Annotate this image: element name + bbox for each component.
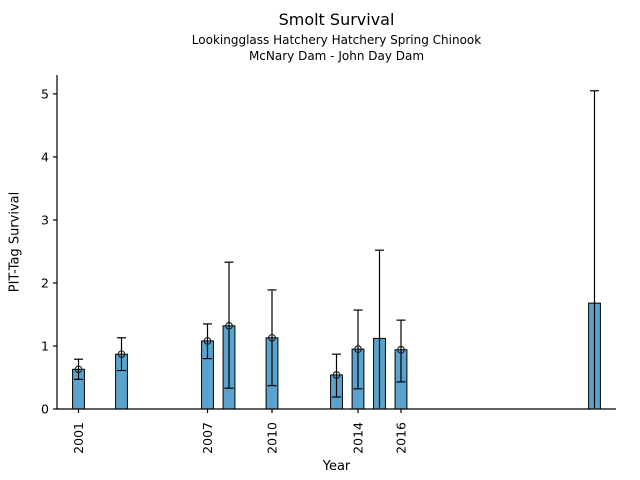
point-marker-2014 — [354, 345, 362, 353]
y-tick-label: 3 — [41, 212, 49, 227]
y-tick-label: 1 — [41, 338, 49, 353]
point-marker-2010 — [268, 333, 276, 342]
chart-subtitle-line1: Lookingglass Hatchery Hatchery Spring Ch… — [191, 33, 482, 47]
x-tick-label: 2016 — [394, 422, 409, 454]
chart-subtitle-line2: McNary Dam - John Day Dam — [248, 49, 425, 63]
point-marker-2007 — [203, 337, 212, 345]
title-block: Smolt Survival Lookingglass Hatchery Hat… — [57, 10, 616, 63]
point-marker-2016 — [397, 345, 405, 354]
x-tick-label: 2007 — [200, 422, 215, 454]
point-marker-2008 — [225, 321, 233, 330]
y-tick-label: 0 — [41, 401, 49, 416]
y-tick-label: 5 — [41, 86, 49, 101]
point-marker-2003 — [117, 350, 126, 359]
x-axis-label: Year — [322, 459, 351, 474]
point-marker-2013 — [332, 371, 341, 379]
chart-title: Smolt Survival — [278, 10, 395, 29]
x-tick-label: 2001 — [71, 422, 86, 454]
x-tick-label: 2014 — [351, 422, 366, 454]
x-tick-label: 2010 — [265, 422, 280, 454]
point-marker-2001 — [74, 365, 83, 374]
y-tick-label: 2 — [41, 275, 49, 290]
y-tick-label: 4 — [41, 149, 49, 164]
